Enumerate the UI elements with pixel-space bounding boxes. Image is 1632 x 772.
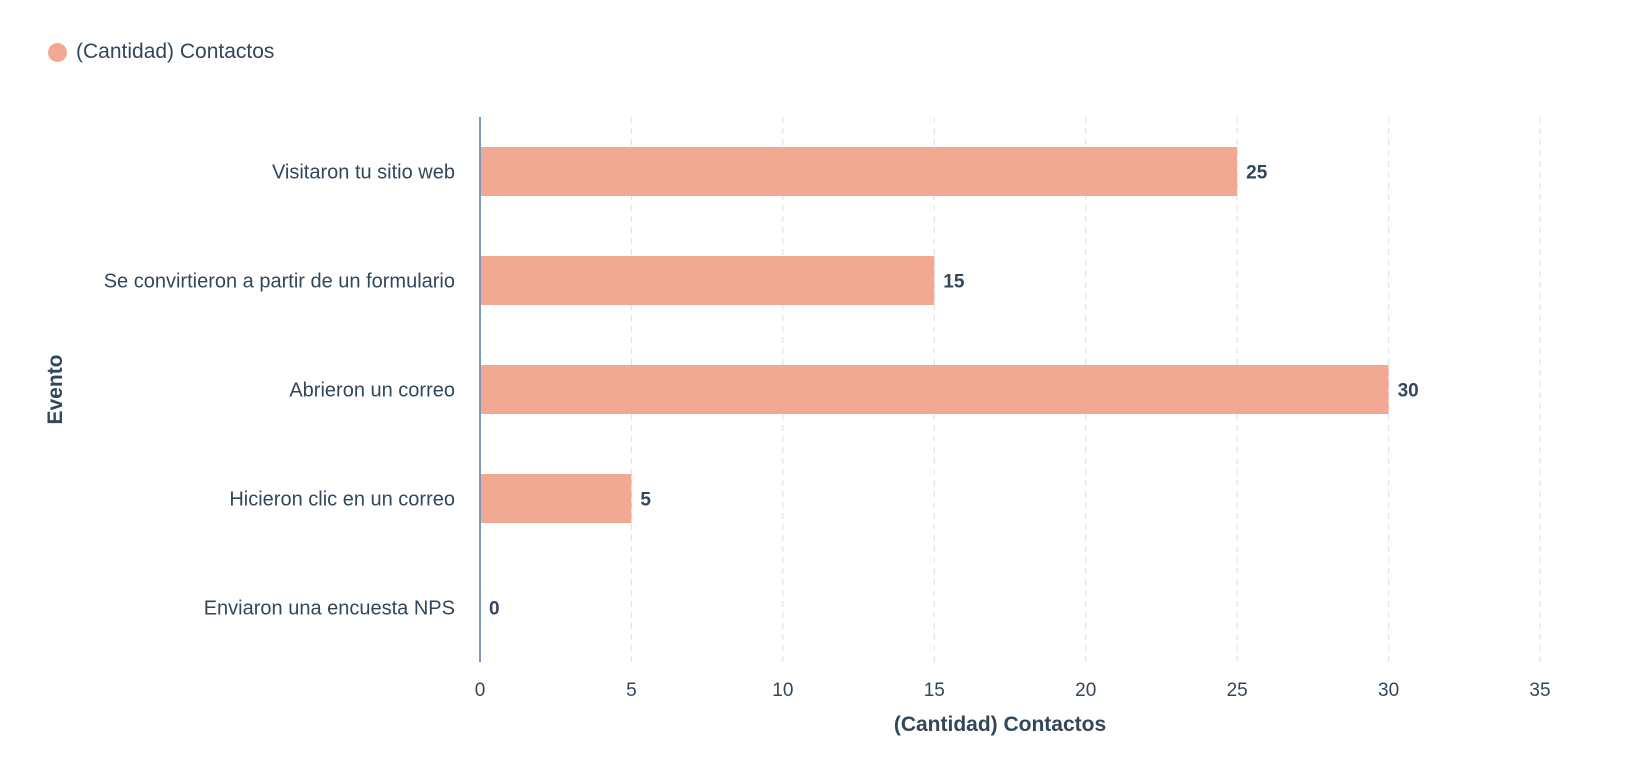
category-label-3: Hicieron clic en un correo: [229, 489, 455, 511]
bars: [480, 147, 1389, 523]
legend-swatch: [48, 42, 67, 62]
category-label-4: Enviaron una encuesta NPS: [204, 598, 455, 620]
x-tick-label-5: 5: [626, 680, 637, 701]
bar-1[interactable]: [480, 256, 935, 305]
category-label-2: Abrieron un correo: [289, 380, 455, 402]
category-label-0: Visitaron tu sitio web: [272, 162, 455, 184]
grid-lines: [630, 117, 1541, 662]
x-tick-label-30: 30: [1378, 680, 1399, 701]
value-label-4: 0: [489, 599, 500, 620]
legend: (Cantidad) Contactos: [48, 40, 274, 64]
y-axis-title: Evento: [44, 354, 67, 424]
value-label-3: 5: [640, 490, 651, 511]
x-tick-label-10: 10: [772, 680, 793, 701]
category-label-1: Se convirtieron a partir de un formulari…: [104, 271, 455, 293]
legend-label: (Cantidad) Contactos: [76, 40, 275, 63]
x-tick-label-20: 20: [1075, 680, 1096, 701]
value-label-2: 30: [1398, 381, 1419, 402]
x-tick-label-15: 15: [924, 680, 945, 701]
bar-2[interactable]: [480, 365, 1389, 414]
bar-0[interactable]: [480, 147, 1238, 196]
x-tick-label-25: 25: [1227, 680, 1248, 701]
labels: 0 5 10 15 20 25 30 35 Visitaron tu sitio web 25 Se…: [44, 162, 1551, 737]
value-label-1: 15: [943, 272, 965, 293]
value-label-0: 25: [1246, 163, 1268, 184]
x-tick-label-0: 0: [475, 680, 486, 701]
x-tick-label-35: 35: [1529, 680, 1550, 701]
bar-3[interactable]: [480, 474, 632, 523]
x-axis-title: (Cantidad) Contactos: [894, 713, 1106, 736]
